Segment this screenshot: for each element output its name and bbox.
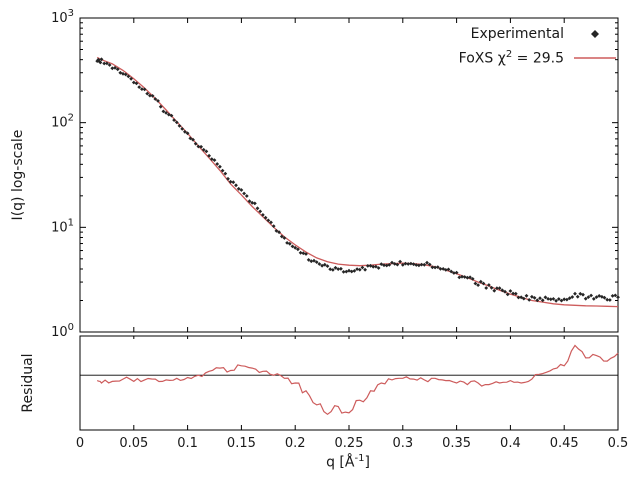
legend-sample-experimental-diamond <box>591 30 599 38</box>
diamond-marker-icon <box>591 30 599 38</box>
fit-line-icon <box>574 57 616 59</box>
svg-text:0.45: 0.45 <box>550 436 579 451</box>
legend-sample-experimental <box>572 27 618 41</box>
svg-text:0.15: 0.15 <box>227 436 256 451</box>
legend-row-experimental: Experimental <box>400 22 618 46</box>
legend-label-foxs: FoXS χ2 = 29.5 <box>458 49 564 67</box>
svg-text:0.3: 0.3 <box>392 436 413 451</box>
svg-text:103: 103 <box>51 8 74 26</box>
legend-label-experimental: Experimental <box>470 26 564 42</box>
svg-text:102: 102 <box>51 113 74 131</box>
svg-text:0.1: 0.1 <box>177 436 198 451</box>
tick-labels: 100 101 102 103 0 0.05 0.1 0.15 0.2 0.25 0.3 0.35 0.… <box>51 8 628 451</box>
svg-text:0.25: 0.25 <box>335 436 364 451</box>
tick-marks <box>79 17 619 430</box>
x-axis-label: q [Å-1] <box>58 453 638 471</box>
svg-text:0.35: 0.35 <box>442 436 471 451</box>
x-axis-label-sup: -1 <box>354 453 365 464</box>
y-axis-label-main: I(q) log-scale <box>10 129 26 221</box>
x-axis-label-text: q [Å <box>326 454 355 471</box>
y-axis-label-residual: Residual <box>20 353 36 413</box>
residual-panel-border <box>79 335 619 431</box>
svg-text:0: 0 <box>76 436 84 451</box>
svg-text:0.4: 0.4 <box>500 436 521 451</box>
x-axis-label-suffix: ] <box>364 454 370 471</box>
experimental-points <box>95 57 620 303</box>
svg-text:0.05: 0.05 <box>119 436 148 451</box>
svg-text:0.5: 0.5 <box>608 436 629 451</box>
legend: Experimental FoXS χ2 = 29.5 <box>400 22 618 70</box>
svg-text:0.2: 0.2 <box>285 436 306 451</box>
legend-sample-foxs <box>572 51 618 65</box>
residual-line <box>96 344 619 416</box>
svg-text:100: 100 <box>51 322 74 340</box>
legend-row-foxs: FoXS χ2 = 29.5 <box>400 46 618 70</box>
svg-text:101: 101 <box>51 217 74 235</box>
